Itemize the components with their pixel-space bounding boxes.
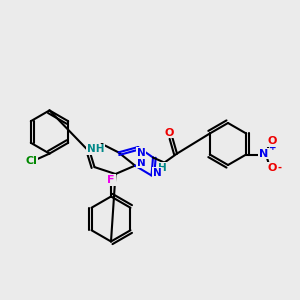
Text: N: N	[152, 167, 161, 178]
Text: F: F	[107, 175, 115, 185]
Text: +: +	[269, 143, 277, 152]
Text: O: O	[268, 136, 277, 146]
Text: Cl: Cl	[26, 156, 38, 166]
Text: N: N	[259, 148, 268, 159]
Text: -: -	[277, 163, 281, 173]
Text: N: N	[136, 148, 146, 158]
Text: NH: NH	[87, 144, 104, 154]
Text: N: N	[136, 158, 146, 168]
Text: O: O	[268, 163, 277, 173]
Text: H: H	[158, 163, 166, 173]
Text: O: O	[165, 128, 174, 138]
